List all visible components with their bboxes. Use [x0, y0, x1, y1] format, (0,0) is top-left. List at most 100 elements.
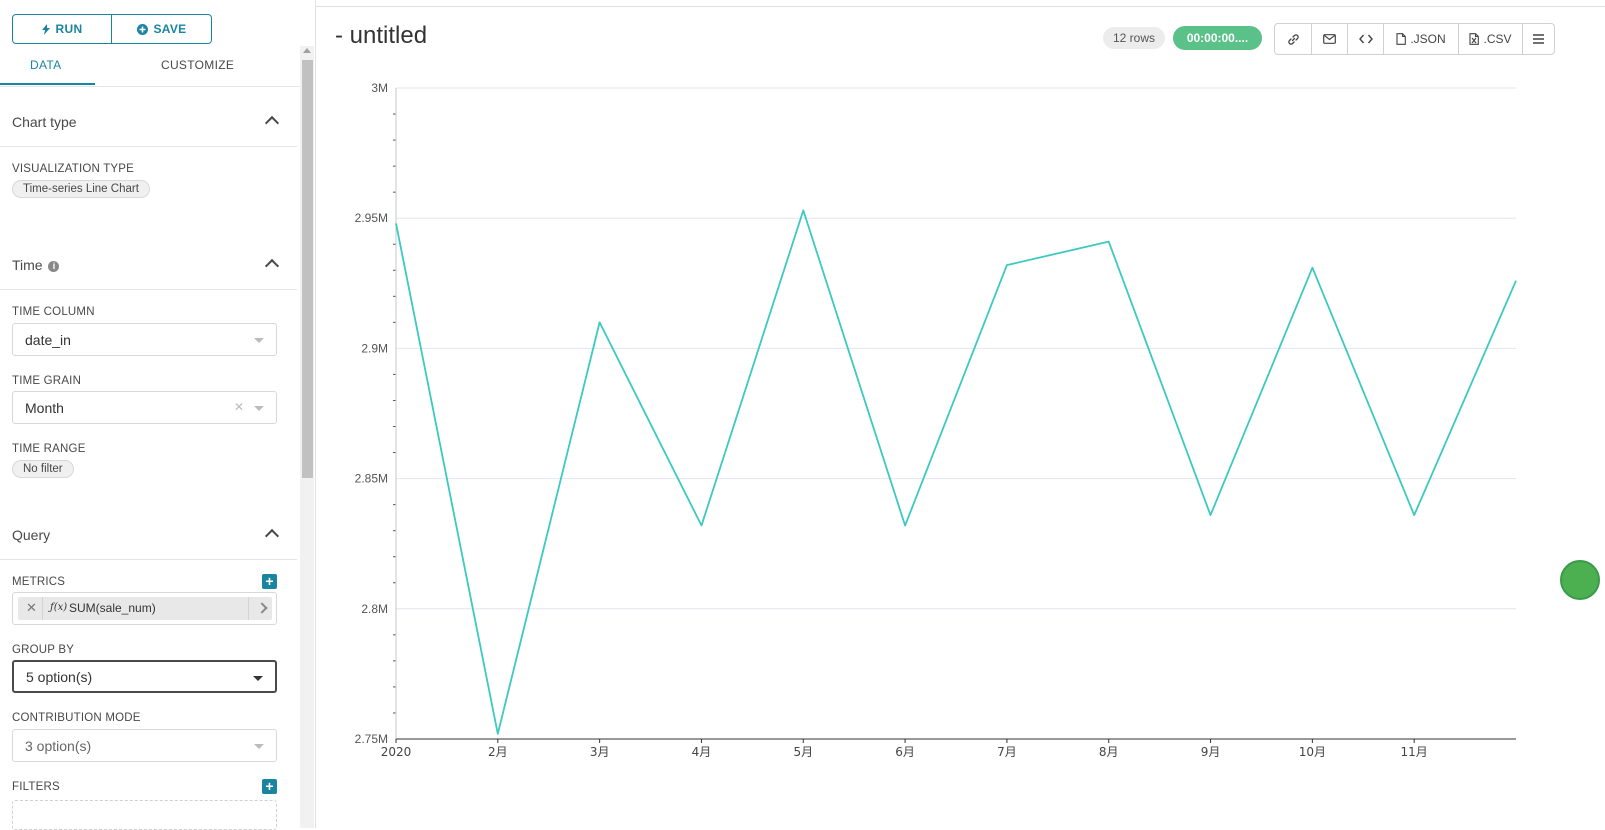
data-point: [1412, 513, 1416, 517]
time-column-value: date_in: [25, 331, 71, 348]
save-button[interactable]: SAVE: [112, 14, 212, 44]
x-tick-label: 9月: [1201, 745, 1221, 759]
x-tick-label: 3月: [590, 745, 610, 759]
more-menu-button[interactable]: [1522, 24, 1554, 54]
data-point: [1107, 240, 1111, 244]
x-tick-label: 5月: [793, 745, 813, 759]
data-point: [903, 523, 907, 527]
data-point: [1310, 266, 1314, 270]
section-title-time: Time i: [12, 257, 60, 273]
data-point: [496, 732, 500, 736]
action-buttons: RUN SAVE: [12, 14, 212, 44]
chart-toolbar: .JSON .CSV: [1274, 23, 1555, 55]
x-tick-label: 8月: [1099, 745, 1119, 759]
time-title-text: Time: [12, 257, 43, 273]
filter-dropzone[interactable]: [12, 800, 277, 830]
series-line: [395, 209, 1517, 735]
tab-data[interactable]: DATA: [30, 58, 62, 72]
chevron-down-icon: [254, 744, 264, 749]
mail-icon: [1323, 34, 1336, 44]
x-tick-label: 7月: [997, 745, 1017, 759]
data-point: [394, 221, 398, 225]
add-metric-button[interactable]: +: [262, 574, 277, 589]
contribution-mode-select[interactable]: 3 option(s): [12, 729, 277, 762]
y-tick-label: 3M: [371, 81, 388, 95]
x-tick-label: 10月: [1299, 745, 1326, 759]
contribution-mode-label: CONTRIBUTION MODE: [12, 712, 141, 724]
embed-code-button[interactable]: [1347, 24, 1383, 54]
contribution-mode-value: 3 option(s): [25, 737, 92, 754]
metric-separator: [248, 597, 249, 620]
group-by-value: 5 option(s): [26, 668, 93, 685]
info-icon[interactable]: i: [48, 261, 60, 272]
section-header-time[interactable]: Time i: [0, 243, 297, 290]
y-tick-label: 2.8M: [361, 602, 388, 616]
time-grain-select[interactable]: Month ✕: [12, 391, 277, 424]
data-point: [1514, 279, 1518, 283]
chevron-up-icon[interactable]: [264, 528, 280, 544]
x-tick-label: 2月: [488, 745, 508, 759]
code-icon: [1358, 34, 1373, 44]
section-header-chart-type[interactable]: Chart type: [0, 100, 297, 147]
data-point: [598, 320, 602, 324]
visualization-type-label: VISUALIZATION TYPE: [12, 163, 135, 175]
time-grain-value: Month: [25, 399, 64, 416]
export-csv-button[interactable]: .CSV: [1458, 24, 1522, 54]
function-icon: ƒ(x): [50, 602, 68, 613]
floating-assistant-button[interactable]: [1560, 560, 1600, 600]
line-chart[interactable]: 2.75M 2.8M 2.85M 2.9M 2.95M 3M 2020 2月 3月 4月 5月 6月 7…: [316, 60, 1556, 770]
chevron-up-icon[interactable]: [264, 115, 280, 131]
x-tick-label: 4月: [692, 745, 712, 759]
visualization-type-value[interactable]: Time-series Line Chart: [12, 180, 150, 198]
chevron-down-icon: [254, 338, 264, 343]
chevron-down-icon: [254, 406, 264, 411]
data-point: [699, 523, 703, 527]
row-count-badge: 12 rows: [1103, 27, 1166, 49]
metric-chip[interactable]: ✕ ƒ(x) SUM(sale_num): [18, 597, 272, 620]
add-filter-button[interactable]: +: [262, 779, 277, 794]
file-excel-icon: [1469, 33, 1480, 45]
chart-title[interactable]: - untitled: [335, 22, 428, 49]
time-range-label: TIME RANGE: [12, 443, 86, 455]
time-grain-label: TIME GRAIN: [12, 375, 82, 387]
time-column-select[interactable]: date_in: [12, 323, 277, 356]
x-tick-label: 2020: [381, 745, 412, 759]
x-tick-label: 6月: [895, 745, 915, 759]
section-title-chart-type: Chart type: [12, 114, 77, 130]
y-tick-label: 2.85M: [355, 472, 388, 486]
top-divider: [316, 6, 1605, 7]
group-by-select[interactable]: 5 option(s): [12, 660, 277, 693]
data-point: [1005, 263, 1009, 267]
y-tick-label: 2.9M: [361, 341, 388, 355]
scroll-up-arrow[interactable]: [303, 48, 311, 53]
time-range-value[interactable]: No filter: [12, 460, 74, 478]
metrics-label: METRICS: [12, 576, 66, 588]
remove-metric-icon[interactable]: ✕: [26, 600, 37, 615]
panel-tabs: DATA CUSTOMIZE: [0, 50, 300, 87]
plus-circle-icon: [136, 23, 148, 35]
y-tick-label: 2.75M: [355, 732, 388, 746]
scrollbar-thumb[interactable]: [302, 60, 313, 478]
y-tick-label: 2.95M: [355, 211, 388, 225]
section-title-query: Query: [12, 527, 51, 543]
chevron-right-icon[interactable]: [256, 602, 268, 614]
share-email-button[interactable]: [1311, 24, 1347, 54]
filters-label: FILTERS: [12, 781, 60, 793]
x-tick-label: 11月: [1401, 745, 1428, 759]
export-json-button[interactable]: .JSON: [1383, 24, 1458, 54]
metric-value: SUM(sale_num): [69, 601, 156, 615]
copy-link-button[interactable]: [1275, 24, 1311, 54]
metric-separator: [42, 597, 43, 620]
active-tab-indicator: [0, 83, 95, 85]
section-header-query[interactable]: Query: [0, 513, 297, 560]
file-icon: [1396, 33, 1407, 45]
bolt-icon: [41, 23, 50, 35]
clear-icon[interactable]: ✕: [233, 400, 244, 414]
tab-customize[interactable]: CUSTOMIZE: [161, 58, 235, 72]
metric-field[interactable]: ✕ ƒ(x) SUM(sale_num): [12, 592, 277, 625]
export-json-label: .JSON: [1410, 32, 1446, 46]
chevron-up-icon[interactable]: [264, 258, 280, 274]
link-icon: [1287, 33, 1299, 45]
run-button[interactable]: RUN: [12, 14, 112, 44]
save-button-label: SAVE: [153, 22, 187, 36]
